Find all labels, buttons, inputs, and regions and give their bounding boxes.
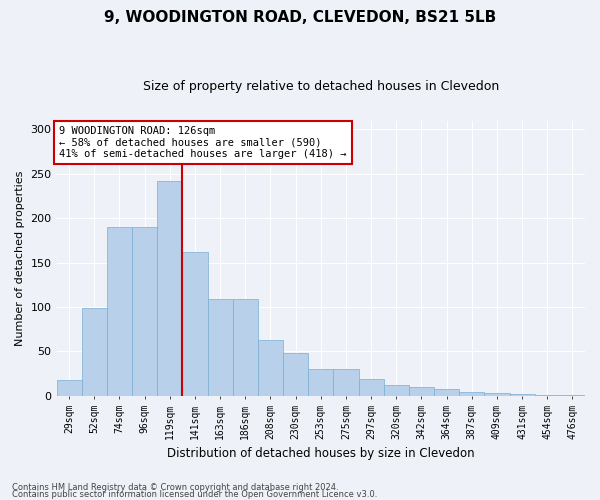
Bar bbox=[233, 299, 258, 396]
Bar bbox=[283, 353, 308, 396]
Bar bbox=[208, 299, 233, 396]
X-axis label: Distribution of detached houses by size in Clevedon: Distribution of detached houses by size … bbox=[167, 447, 475, 460]
Text: Contains public sector information licensed under the Open Government Licence v3: Contains public sector information licen… bbox=[12, 490, 377, 499]
Bar bbox=[383, 385, 409, 396]
Bar bbox=[107, 227, 132, 396]
Bar bbox=[459, 392, 484, 396]
Bar bbox=[560, 395, 585, 396]
Title: Size of property relative to detached houses in Clevedon: Size of property relative to detached ho… bbox=[143, 80, 499, 93]
Text: 9 WOODINGTON ROAD: 126sqm
← 58% of detached houses are smaller (590)
41% of semi: 9 WOODINGTON ROAD: 126sqm ← 58% of detac… bbox=[59, 126, 347, 160]
Bar bbox=[157, 181, 182, 396]
Bar bbox=[308, 369, 334, 396]
Bar bbox=[535, 395, 560, 396]
Y-axis label: Number of detached properties: Number of detached properties bbox=[15, 170, 25, 346]
Bar bbox=[82, 308, 107, 396]
Bar bbox=[56, 380, 82, 396]
Bar bbox=[334, 369, 359, 396]
Bar bbox=[132, 227, 157, 396]
Bar bbox=[409, 387, 434, 396]
Bar bbox=[258, 340, 283, 396]
Bar bbox=[359, 379, 383, 396]
Bar bbox=[509, 394, 535, 396]
Text: 9, WOODINGTON ROAD, CLEVEDON, BS21 5LB: 9, WOODINGTON ROAD, CLEVEDON, BS21 5LB bbox=[104, 10, 496, 25]
Bar bbox=[484, 393, 509, 396]
Bar bbox=[182, 252, 208, 396]
Text: Contains HM Land Registry data © Crown copyright and database right 2024.: Contains HM Land Registry data © Crown c… bbox=[12, 484, 338, 492]
Bar bbox=[434, 388, 459, 396]
